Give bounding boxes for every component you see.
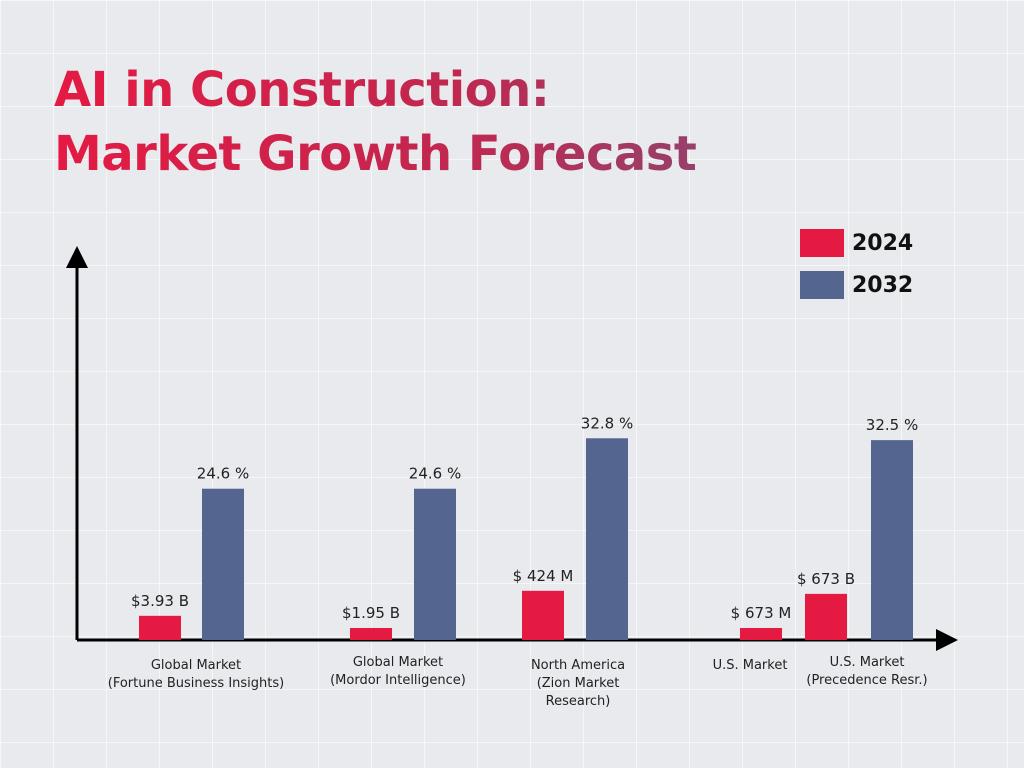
bar-2032-cat2 [414,488,456,640]
legend-item-2032: 2032 [800,264,913,306]
category-label-5: U.S. Market (Precedence Resr.) [806,655,928,688]
data-label-2032-cat2: 24.6 % [409,465,461,483]
bar-2032-cat1 [202,488,244,640]
bar-2024-cat3 [522,590,564,640]
data-label-2024-cat5: $ 673 B [797,570,855,588]
legend-swatch-2024 [800,229,844,257]
bar-2024-cat4 [740,628,782,640]
category-label-1: Global Market (Fortune Business Insights… [107,658,285,691]
legend-label-2032: 2032 [852,272,914,298]
data-label-2032-cat5: 32.5 % [866,416,918,434]
legend: 2024 2032 [800,222,913,306]
legend-swatch-2032 [800,271,844,299]
category-label-2: Global Market (Mordor Intelligence) [330,655,466,688]
data-label-2024-cat4: $ 673 M [731,604,792,622]
x-axis-arrow [936,629,958,651]
legend-item-2024: 2024 [800,222,913,264]
legend-label-2024: 2024 [852,230,914,256]
data-label-2032-cat3: 32.8 % [581,414,633,432]
data-label-2024-cat3: $ 424 M [513,567,574,585]
data-label-2024-cat2: $1.95 B [342,604,400,622]
data-label-2032-cat1: 24.6 % [197,465,249,483]
bar-2032-cat3 [586,438,628,640]
y-axis-arrow [66,246,88,268]
data-label-2024-cat1: $3.93 B [131,592,189,610]
bar-2024-cat2 [350,628,392,640]
category-label-3: North America (Zion Market Research) [530,658,626,709]
bar-2032-cat5 [871,440,913,640]
category-label-4: U.S. Market [712,658,788,673]
bar-2024-cat5 [805,593,847,640]
bar-2024-cat1 [139,615,181,640]
